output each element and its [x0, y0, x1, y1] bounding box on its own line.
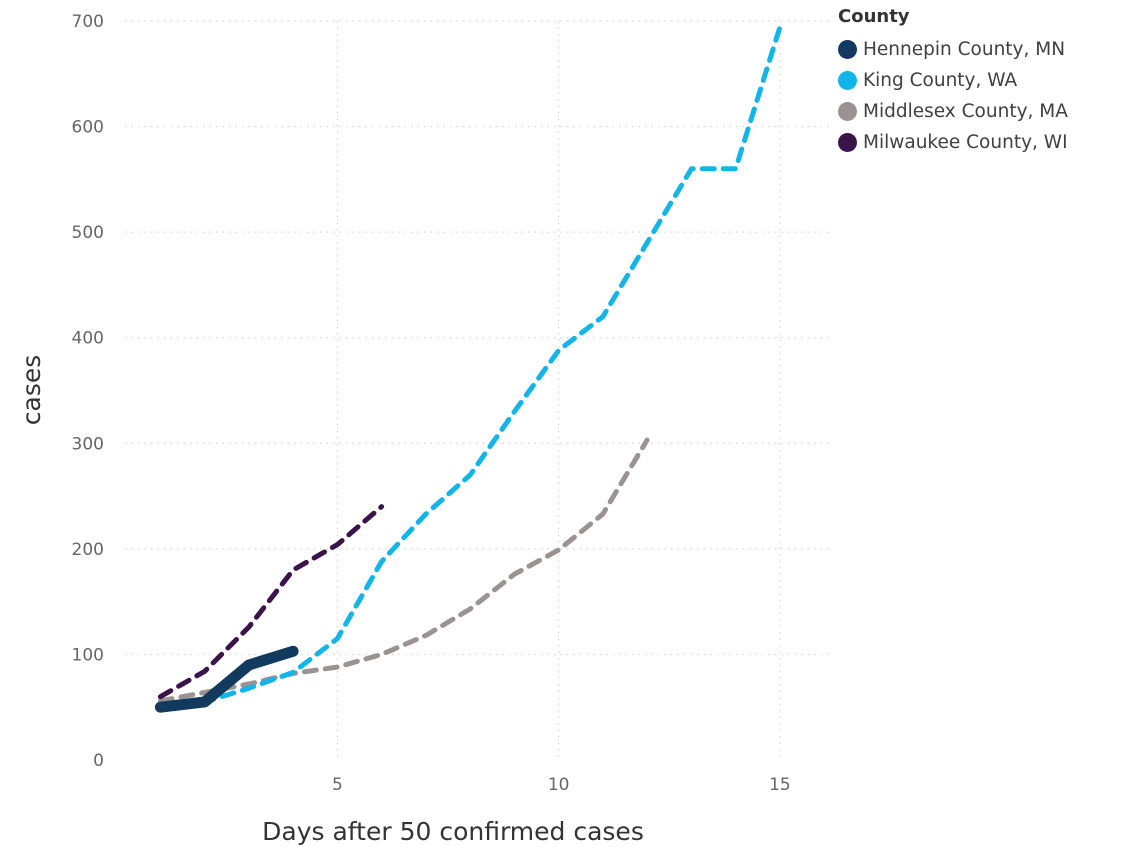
series-line-middlesex-county-ma[interactable]	[157, 437, 650, 704]
legend-label: Milwaukee County, WI	[863, 132, 1068, 153]
x-tick-label: 15	[769, 775, 791, 795]
tick-labels: 0 100 200 300 400 500 600 700 5 10 15	[72, 12, 791, 795]
y-tick-label: 600	[72, 118, 104, 138]
y-tick-label: 500	[72, 223, 104, 243]
gridlines	[125, 20, 833, 760]
y-tick-label: 400	[72, 329, 104, 349]
series-line-king-county-wa[interactable]	[157, 24, 783, 710]
x-tick-label: 5	[332, 775, 343, 795]
legend-marker-icon	[838, 102, 857, 121]
series-line-milwaukee-county-wi[interactable]	[157, 504, 385, 700]
x-axis-title: Days after 50 confirmed cases	[262, 817, 644, 846]
legend-title: County	[838, 6, 910, 27]
x-tick-label: 10	[548, 775, 570, 795]
legend-marker-icon	[838, 40, 857, 59]
legend-marker-icon	[838, 71, 857, 90]
series-line-hennepin-county-mn[interactable]	[154, 645, 299, 713]
y-tick-label: 700	[72, 12, 104, 32]
y-tick-label: 100	[72, 645, 104, 665]
y-tick-label: 200	[72, 540, 104, 560]
y-tick-label: 300	[72, 434, 104, 454]
y-tick-label: 0	[93, 751, 104, 771]
legend-marker-icon	[838, 133, 857, 152]
legend-label: Middlesex County, MA	[863, 101, 1068, 122]
legend: County Hennepin County, MN King County, …	[838, 6, 1068, 158]
legend-item-hennepin[interactable]: Hennepin County, MN	[838, 34, 1068, 65]
legend-item-middlesex[interactable]: Middlesex County, MA	[838, 96, 1068, 127]
legend-item-milwaukee[interactable]: Milwaukee County, WI	[838, 127, 1068, 158]
legend-label: Hennepin County, MN	[863, 39, 1066, 60]
series-lines	[154, 24, 783, 713]
legend-label: King County, WA	[863, 70, 1018, 91]
legend-item-king[interactable]: King County, WA	[838, 65, 1068, 96]
y-axis-title: cases	[17, 355, 46, 426]
